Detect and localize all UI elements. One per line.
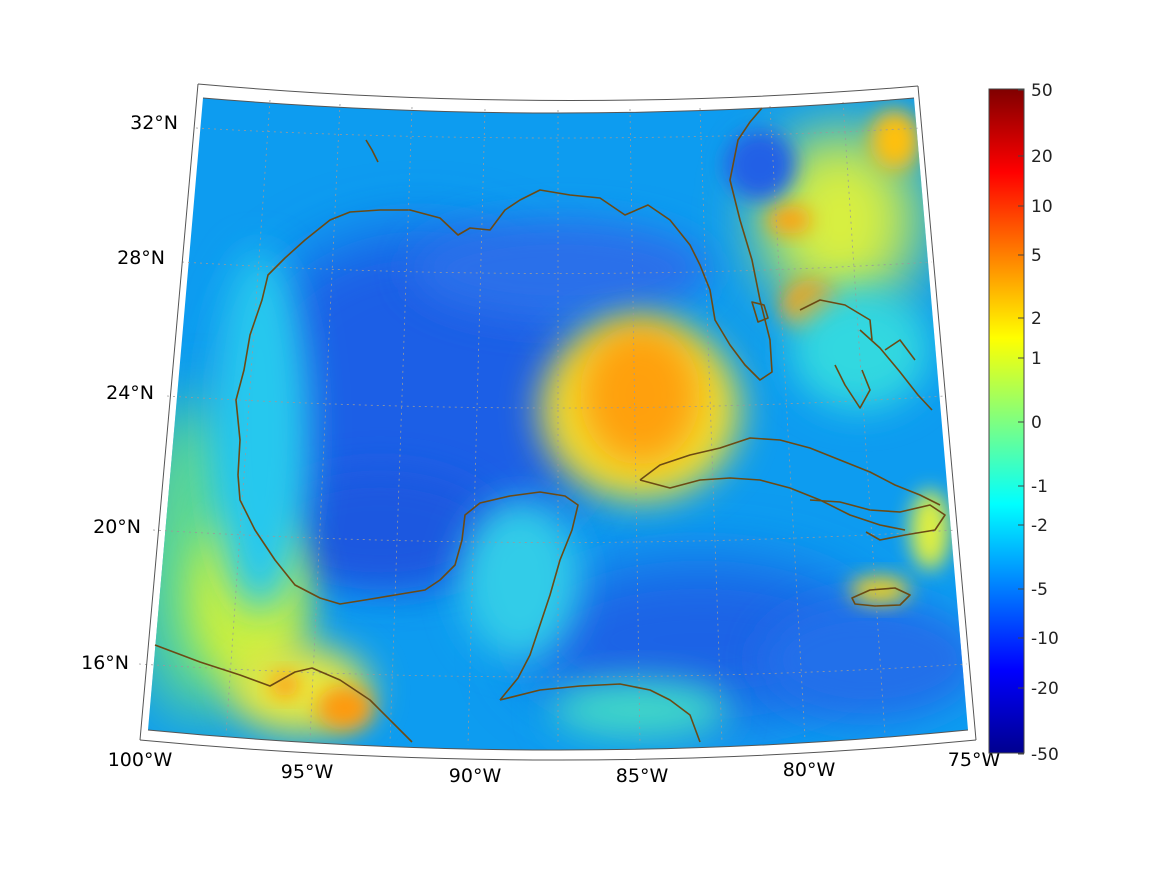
lon-label-95w: 95°W xyxy=(281,761,334,783)
colorbar-tick-label: -1 xyxy=(1031,477,1048,497)
colorbar-tick-label: 5 xyxy=(1031,246,1042,266)
colorbar-tick-label: 10 xyxy=(1031,197,1053,217)
jamaica-coastline xyxy=(851,587,911,607)
colorbar-tick-label: -20 xyxy=(1031,679,1059,699)
hispaniola-coastline xyxy=(809,499,946,541)
colorbar-tick-label: 20 xyxy=(1031,147,1053,167)
colorbar-tick-label: -50 xyxy=(1031,745,1059,765)
central-america-coastline xyxy=(154,644,413,743)
longitude-labels: 100°W 95°W 90°W 85°W 80°W 75°W xyxy=(108,749,1001,787)
lat-label-24n: 24°N xyxy=(106,382,154,404)
bahamas-coastline xyxy=(834,329,933,411)
lon-label-85w: 85°W xyxy=(616,765,669,787)
colorbar-tick-label: 1 xyxy=(1031,349,1042,369)
lon-label-75w: 75°W xyxy=(948,749,1001,771)
us-gulf-coastline xyxy=(235,107,773,476)
cuba-coastline xyxy=(639,437,941,506)
colorbar-tick-label: -10 xyxy=(1031,629,1059,649)
map-frame xyxy=(139,83,977,761)
mexico-coastline xyxy=(237,474,579,701)
lon-label-80w: 80°W xyxy=(783,759,836,781)
lat-label-32n: 32°N xyxy=(130,112,178,134)
colorbar-tick-label: -5 xyxy=(1031,580,1048,600)
coastlines xyxy=(154,107,946,743)
colorbar-gradient xyxy=(988,88,1025,754)
colorbar-tick-label: 50 xyxy=(1031,81,1053,101)
lat-label-28n: 28°N xyxy=(117,247,165,269)
colorbar-tick-label: 0 xyxy=(1031,413,1042,433)
colorbar-tick-label: 2 xyxy=(1031,309,1042,329)
colorbar-tick-label: -2 xyxy=(1031,516,1048,536)
lat-label-20n: 20°N xyxy=(93,516,141,538)
lat-label-16n: 16°N xyxy=(81,652,129,674)
lon-label-100w: 100°W xyxy=(108,749,173,771)
anomaly-field xyxy=(148,98,968,750)
lon-label-90w: 90°W xyxy=(449,765,502,787)
latitude-labels: 32°N 28°N 24°N 20°N 16°N xyxy=(81,112,178,674)
graticule xyxy=(138,99,968,746)
